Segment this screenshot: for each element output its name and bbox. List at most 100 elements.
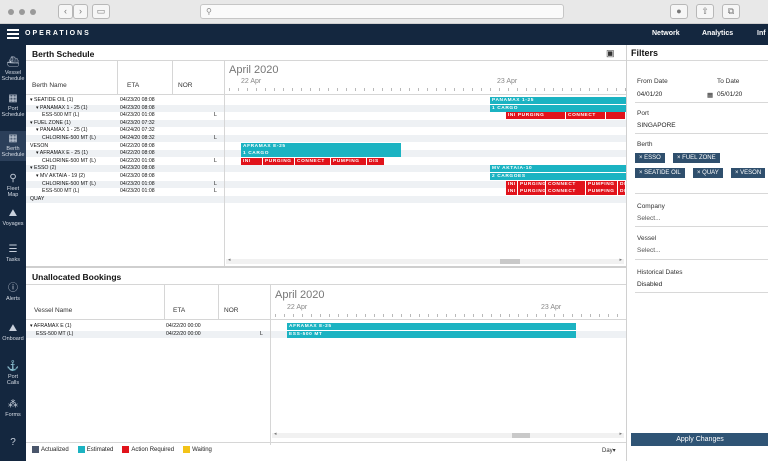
task-bar[interactable] bbox=[606, 112, 626, 120]
col-nor[interactable]: NOR bbox=[178, 82, 193, 89]
tabs-icon[interactable]: ⧉ bbox=[722, 4, 740, 19]
hamburger-menu-icon[interactable] bbox=[7, 29, 19, 39]
task-bar[interactable]: CONNECT bbox=[295, 157, 331, 165]
zoom-select[interactable]: Day▾ bbox=[602, 448, 616, 454]
table-row[interactable]: ▾ AFRAMAX E - 25 (1) 04/22/20 08:08 bbox=[26, 150, 224, 158]
col-eta[interactable]: ETA bbox=[173, 307, 186, 314]
sidebar-item-port-calls[interactable]: ⚓ Port Calls bbox=[0, 359, 26, 389]
remove-chip-icon[interactable]: × bbox=[677, 155, 683, 161]
calendar-icon[interactable]: ▦ bbox=[707, 92, 714, 99]
sidebar-item-help[interactable]: ? bbox=[0, 435, 26, 453]
berth-chip[interactable]: × VESON bbox=[731, 168, 766, 178]
forward-icon[interactable]: › bbox=[73, 4, 88, 19]
berth-chip[interactable]: × ESSO bbox=[635, 153, 665, 163]
booking-bar[interactable]: 1 CARGO bbox=[241, 150, 401, 158]
task-bar[interactable]: INI bbox=[506, 188, 518, 196]
task-bar[interactable]: PURGING bbox=[518, 188, 546, 196]
table-row[interactable]: ▾ SEATIDE OIL (1) 04/23/20 08:08 bbox=[26, 97, 224, 104]
apply-changes-button[interactable]: Apply Changes bbox=[631, 433, 768, 446]
table-row[interactable]: ESS-500 MT (L) 04/23/20 01:08 L bbox=[26, 112, 224, 119]
historical-dates-toggle[interactable]: Disabled bbox=[637, 281, 663, 288]
address-bar[interactable]: ⚲ bbox=[200, 4, 564, 19]
sidebar-item-berth-schedule[interactable]: ▦ Berth Schedule bbox=[0, 131, 26, 161]
table-row[interactable]: ESS-500 MT (L) 04/23/20 01:08 L bbox=[26, 188, 224, 195]
remove-chip-icon[interactable]: × bbox=[697, 170, 703, 176]
sidebar-item-voyages[interactable]: ⛰ Voyages bbox=[0, 206, 26, 230]
remove-chip-icon[interactable]: × bbox=[639, 170, 645, 176]
from-date-input[interactable]: 04/01/20 bbox=[637, 91, 663, 98]
task-bar[interactable]: DIS bbox=[367, 157, 385, 165]
sidebar-item-port-schedule[interactable]: ▦ Port Schedule bbox=[0, 91, 26, 121]
sidebar-item-forms[interactable]: ⁂ Forms bbox=[0, 397, 26, 421]
table-row[interactable]: ▾ AFRAMAX E (1) 04/22/20 00:00 bbox=[26, 323, 270, 330]
task-bar[interactable]: DIS bbox=[618, 188, 626, 196]
task-bar[interactable]: CONNECT bbox=[546, 188, 586, 196]
task-bar[interactable]: CONNECT bbox=[566, 112, 606, 120]
table-row[interactable]: ▾ PANAMAX 1 - 25 (1) 04/24/20 07:32 bbox=[26, 127, 224, 134]
table-row[interactable]: VESON 04/22/20 08:08 bbox=[26, 143, 224, 150]
col-nor[interactable]: NOR bbox=[224, 307, 239, 314]
nav-analytics[interactable]: Analytics bbox=[702, 30, 734, 37]
berth-chip[interactable]: × QUAY bbox=[693, 168, 723, 178]
unallocated-hscrollbar[interactable]: ◂ ▸ bbox=[272, 431, 624, 438]
table-row[interactable]: ▾ ESSO (2) 04/23/20 08:08 bbox=[26, 165, 224, 173]
table-row[interactable]: CHLORINE-500 MT (L) 04/23/20 01:08 L bbox=[26, 180, 224, 188]
task-bar[interactable]: INI bbox=[506, 180, 518, 188]
table-row[interactable]: ▾ PANAMAX 1 - 25 (1) 04/23/20 08:08 bbox=[26, 104, 224, 112]
table-row[interactable]: CHLORINE-500 MT (L) 04/22/20 01:08 L bbox=[26, 158, 224, 165]
scroll-left-icon[interactable]: ◂ bbox=[228, 257, 231, 263]
sidebar-item-onboard[interactable]: ⛰ Onboard bbox=[0, 321, 26, 345]
task-bar[interactable]: PUMPING bbox=[586, 188, 618, 196]
vessel-select[interactable]: Select... bbox=[637, 247, 661, 254]
save-icon[interactable]: ▣ bbox=[606, 48, 615, 58]
back-icon[interactable]: ‹ bbox=[58, 4, 73, 19]
berth-chip[interactable]: × SEATIDE OIL bbox=[635, 168, 685, 178]
table-row[interactable]: ESS-500 MT (L) 04/22/20 00:00 L bbox=[26, 331, 270, 338]
scroll-left-icon[interactable]: ◂ bbox=[274, 431, 277, 437]
booking-bar[interactable]: AFRAMAX E-25 bbox=[241, 142, 401, 150]
booking-bar[interactable]: 2 CARGOES bbox=[490, 173, 626, 180]
task-bar[interactable]: PUMPING bbox=[586, 180, 618, 188]
sidebar-item-fleet-map[interactable]: ⚲ Fleet Map bbox=[0, 171, 26, 201]
nav-info[interactable]: Inf bbox=[757, 30, 766, 37]
split-divider[interactable] bbox=[26, 266, 626, 268]
table-row[interactable]: ▾ MV AKTAIA - 19 (2) 04/23/20 08:08 bbox=[26, 173, 224, 180]
company-select[interactable]: Select... bbox=[637, 215, 661, 222]
booking-bar[interactable]: PANAMAX 1-25 bbox=[490, 97, 626, 104]
window-minimize-dot[interactable] bbox=[19, 9, 25, 15]
task-bar[interactable]: PURGING bbox=[518, 180, 546, 188]
to-date-input[interactable]: 05/01/20 bbox=[717, 91, 743, 98]
booking-bar[interactable]: ESS-500 MT bbox=[287, 331, 576, 338]
sidebar-toggle-icon[interactable]: ▭ bbox=[92, 4, 110, 19]
task-bar[interactable]: INI bbox=[241, 157, 263, 165]
col-berth-name[interactable]: Berth Name bbox=[32, 82, 67, 89]
booking-bar[interactable]: 1 CARGO bbox=[490, 104, 626, 112]
share-icon[interactable]: ⇧ bbox=[696, 4, 714, 19]
task-bar[interactable]: PUMPING bbox=[331, 157, 367, 165]
table-row[interactable]: ▾ FUEL ZONE (1) 04/23/20 07:32 bbox=[26, 119, 224, 127]
sidebar-item-vessel-schedule[interactable]: ⛴ Vessel Schedule bbox=[0, 55, 26, 85]
berth-chip[interactable]: × FUEL ZONE bbox=[673, 153, 720, 163]
scroll-right-icon[interactable]: ▸ bbox=[619, 431, 622, 437]
table-row[interactable]: CHLORINE-500 MT (L) 04/24/20 08:32 L bbox=[26, 135, 224, 142]
scroll-right-icon[interactable]: ▸ bbox=[619, 257, 622, 263]
booking-bar[interactable]: AFRAMAX E-25 bbox=[287, 323, 576, 330]
task-bar[interactable]: PURGING bbox=[263, 157, 295, 165]
remove-chip-icon[interactable]: × bbox=[639, 155, 645, 161]
sidebar-item-tasks[interactable]: ☰ Tasks bbox=[0, 242, 26, 266]
sidebar-item-alerts[interactable]: ⓘ Alerts bbox=[0, 281, 26, 305]
port-select[interactable]: SINGAPORE bbox=[637, 122, 676, 129]
task-bar[interactable]: INI PURGING bbox=[506, 112, 566, 120]
download-icon[interactable]: ● bbox=[670, 4, 688, 19]
task-bar[interactable]: DIS bbox=[618, 180, 626, 188]
window-maximize-dot[interactable] bbox=[30, 9, 36, 15]
col-vessel-name[interactable]: Vessel Name bbox=[34, 307, 73, 314]
scroll-thumb[interactable] bbox=[500, 259, 520, 264]
window-close-dot[interactable] bbox=[8, 9, 14, 15]
nav-network[interactable]: Network bbox=[652, 30, 680, 37]
scroll-thumb[interactable] bbox=[512, 433, 530, 438]
booking-bar[interactable]: MV AKTAIA-10 bbox=[490, 165, 626, 173]
task-bar[interactable]: CONNECT bbox=[546, 180, 586, 188]
berth-hscrollbar[interactable]: ◂ ▸ bbox=[226, 257, 624, 264]
col-eta[interactable]: ETA bbox=[127, 82, 140, 89]
